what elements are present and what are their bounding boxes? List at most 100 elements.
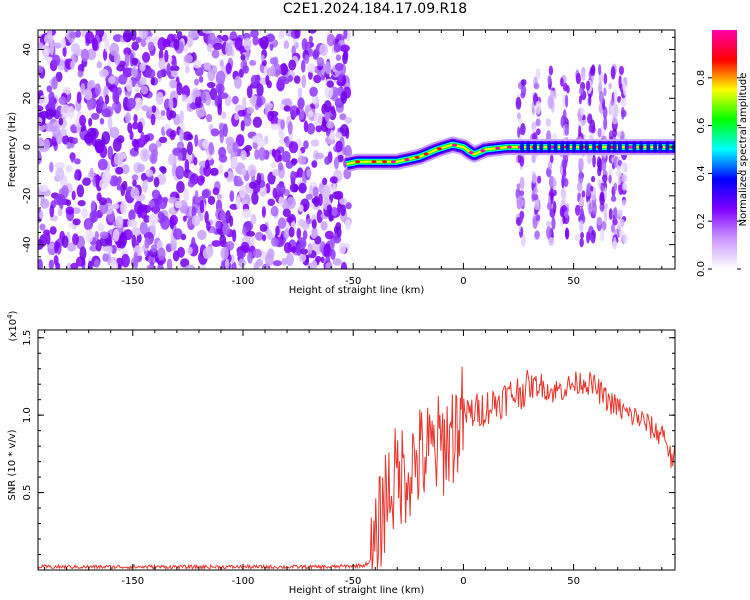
burst-blob: [597, 158, 603, 173]
noise-blob: [194, 95, 202, 108]
noise-blob: [65, 206, 75, 215]
noise-blob: [291, 246, 297, 253]
noise-blob: [275, 225, 280, 236]
noise-blob: [260, 54, 265, 62]
noise-blob: [158, 136, 168, 144]
noise-blob: [102, 170, 112, 184]
burst-blob: [622, 81, 626, 91]
noise-blob: [302, 203, 308, 213]
noise-blob: [206, 81, 216, 89]
x-tick-label: -50: [345, 576, 361, 587]
noise-blob: [101, 131, 111, 145]
burst-blob: [548, 175, 555, 189]
spectrogram-marks: [38, 30, 675, 269]
ridge-blob: [592, 141, 597, 154]
burst-blob: [517, 126, 521, 139]
y-axis-label: SNR (10 * v/v): [7, 429, 18, 500]
y-tick-label: -20: [22, 188, 33, 204]
noise-blob: [331, 206, 338, 217]
burst-blob: [516, 183, 521, 190]
noise-blob: [207, 195, 216, 205]
noise-blob: [79, 114, 87, 127]
burst-blob: [577, 114, 582, 122]
noise-blob: [242, 64, 250, 74]
noise-blob: [162, 196, 169, 204]
x-tick-label: -150: [121, 576, 144, 587]
noise-blob: [77, 200, 86, 207]
noise-blob: [125, 78, 133, 92]
ridge-peak: [480, 149, 486, 153]
noise-blob: [138, 30, 148, 40]
noise-blob: [324, 230, 334, 240]
noise-blob: [199, 199, 205, 213]
noise-blob: [70, 152, 75, 163]
noise-blob: [217, 164, 224, 175]
noise-blob: [75, 30, 82, 38]
burst-blob: [608, 82, 612, 89]
noise-blob: [152, 204, 160, 215]
noise-blob: [99, 68, 109, 78]
noise-blob: [170, 65, 180, 72]
noise-blob: [335, 131, 343, 139]
noise-blob: [135, 36, 142, 43]
burst-blob: [597, 127, 602, 138]
noise-blob: [297, 97, 305, 110]
noise-blob: [337, 74, 343, 84]
ridge-blob: [547, 141, 552, 154]
noise-blob: [232, 141, 239, 153]
noise-blob: [201, 92, 207, 104]
noise-blob: [298, 107, 305, 121]
burst-blob: [520, 227, 524, 237]
noise-blob: [52, 54, 61, 67]
noise-blob: [238, 68, 244, 78]
ridge-blob: [553, 141, 558, 154]
noise-blob: [149, 50, 155, 57]
noise-blob: [207, 68, 216, 82]
noise-blob: [333, 156, 339, 170]
noise-blob: [187, 179, 195, 188]
noise-blob: [157, 211, 164, 221]
noise-blob: [243, 37, 252, 51]
colorbar-label: Normalized spectral amplitude: [738, 73, 749, 227]
noise-blob: [168, 196, 178, 204]
noise-blob: [197, 229, 207, 240]
noise-blob: [300, 59, 306, 73]
burst-blob: [561, 159, 568, 169]
noise-blob: [44, 138, 51, 151]
noise-blob: [175, 165, 185, 180]
burst-blob: [608, 174, 612, 184]
noise-blob: [231, 96, 239, 105]
burst-blob: [521, 79, 527, 86]
burst-blob: [578, 87, 584, 95]
burst-blob: [519, 213, 524, 224]
burst-blob: [591, 201, 597, 216]
noise-blob: [295, 107, 301, 116]
burst-blob: [616, 209, 623, 218]
noise-blob: [235, 196, 241, 210]
noise-blob: [73, 158, 81, 165]
noise-blob: [47, 242, 56, 250]
noise-blob: [314, 152, 325, 160]
burst-blob: [562, 215, 566, 225]
noise-blob: [298, 155, 307, 165]
noise-blob: [76, 184, 85, 198]
x-tick-label: -100: [232, 276, 255, 287]
noise-blob: [134, 83, 139, 93]
noise-blob: [323, 243, 333, 258]
burst-blob: [611, 117, 618, 125]
burst-blob: [611, 104, 615, 117]
noise-blob: [194, 134, 199, 147]
noise-blob: [304, 54, 310, 64]
noise-blob: [234, 179, 244, 187]
noise-blob: [61, 235, 69, 248]
noise-blob: [326, 33, 336, 47]
noise-blob: [71, 207, 81, 214]
ridge-blob: [520, 141, 525, 154]
ridge-blob: [572, 141, 577, 154]
burst-blob: [613, 103, 619, 118]
noise-blob: [221, 34, 229, 42]
noise-blob: [295, 243, 302, 256]
noise-blob: [264, 253, 274, 267]
noise-blob: [251, 191, 259, 205]
noise-blob: [241, 167, 247, 177]
